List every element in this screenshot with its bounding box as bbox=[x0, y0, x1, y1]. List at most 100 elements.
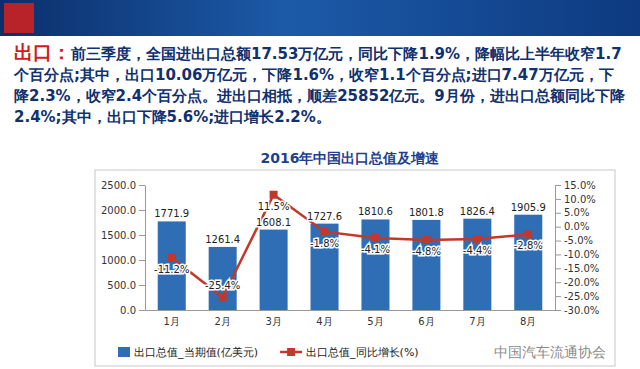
tick-mark bbox=[139, 310, 145, 311]
tick-label: -10.0% bbox=[564, 249, 599, 260]
marker bbox=[321, 228, 329, 236]
axis-line bbox=[146, 310, 556, 311]
legend: 出口总值_当期值(亿美元) 出口总值_同比增长(%) bbox=[118, 346, 419, 359]
marker bbox=[371, 234, 379, 242]
tick: 1500.0 bbox=[101, 230, 145, 241]
data-label: -25.4% bbox=[205, 280, 240, 291]
axis-line bbox=[145, 186, 146, 311]
tick-label: 1月 bbox=[164, 316, 180, 327]
marker bbox=[473, 235, 481, 243]
data-label: 1826.4 bbox=[460, 206, 495, 217]
marker bbox=[524, 230, 532, 238]
legend-label: 出口总值_同比增长(%) bbox=[306, 346, 419, 359]
bar bbox=[361, 219, 389, 310]
marker bbox=[168, 254, 176, 262]
data-label: -4.8% bbox=[412, 246, 441, 257]
tick-label: 5月 bbox=[367, 316, 383, 327]
marker bbox=[219, 293, 227, 301]
tick: 3月 bbox=[265, 316, 281, 327]
x-axis: 1月 2月 3月 4月 5月 6月 7月 8月 bbox=[146, 311, 556, 328]
data-label: 11.5% bbox=[258, 201, 290, 212]
data-label: -4.1% bbox=[361, 244, 390, 255]
line bbox=[172, 195, 529, 297]
tick-label: 1500.0 bbox=[101, 230, 136, 241]
tick-mark bbox=[555, 310, 561, 311]
tick-label: 8月 bbox=[520, 316, 536, 327]
tick-label: 7月 bbox=[469, 316, 485, 327]
tick: 4月 bbox=[316, 316, 332, 327]
tick-mark bbox=[555, 241, 561, 242]
tick-label: 4月 bbox=[316, 316, 332, 327]
tick-mark bbox=[555, 296, 561, 297]
tick-label: 2月 bbox=[214, 316, 230, 327]
tick-label: 3月 bbox=[265, 316, 281, 327]
paragraph: 出口：前三季度，全国进出口总额17.53万亿元，同比下降1.9%，降幅比上半年收… bbox=[14, 42, 626, 128]
banner bbox=[0, 0, 640, 36]
tick: 2月 bbox=[214, 316, 230, 327]
legend-item: 出口总值_当期值(亿美元) bbox=[118, 346, 258, 359]
data-label: -1.8% bbox=[310, 238, 339, 249]
tick-label: 0.0 bbox=[120, 305, 136, 316]
tick: 0.0% bbox=[555, 221, 589, 232]
tick: 1000.0 bbox=[101, 255, 145, 266]
tick-mark bbox=[139, 210, 145, 211]
bar bbox=[463, 219, 491, 310]
legend-swatch bbox=[287, 348, 295, 356]
tick-mark bbox=[555, 254, 561, 255]
data-label: 1810.6 bbox=[358, 206, 393, 217]
data-label: 1771.9 bbox=[154, 208, 189, 219]
bar bbox=[311, 224, 339, 310]
tick-label: -15.0% bbox=[564, 263, 599, 274]
chart-title: 2016年中国出口总值及增速 bbox=[261, 150, 441, 166]
tick-mark bbox=[555, 213, 561, 214]
tick: 5月 bbox=[367, 316, 383, 327]
tick-label: 6月 bbox=[418, 316, 434, 327]
tick: 15.0% bbox=[555, 180, 596, 191]
watermark: 中国汽车流通协会 bbox=[494, 344, 606, 360]
data-label: 1905.9 bbox=[511, 202, 546, 213]
tick: -25.0% bbox=[555, 291, 599, 302]
tick-mark bbox=[555, 227, 561, 228]
tick: 6月 bbox=[418, 316, 434, 327]
data-label: -4.4% bbox=[463, 245, 492, 256]
tick: 8月 bbox=[520, 316, 536, 327]
tick: 2000.0 bbox=[101, 205, 145, 216]
body-text: 前三季度，全国进出口总额17.53万亿元，同比下降1.9%，降幅比上半年收窄1.… bbox=[14, 45, 625, 126]
tick-mark bbox=[139, 285, 145, 286]
tick-mark bbox=[555, 268, 561, 269]
bar bbox=[260, 230, 288, 310]
tick-mark bbox=[139, 185, 145, 186]
tick-label: 2000.0 bbox=[101, 205, 136, 216]
tick: 5.0% bbox=[555, 207, 589, 218]
tick-label: 5.0% bbox=[564, 207, 589, 218]
data-label: -2.8% bbox=[514, 240, 543, 251]
tick-label: -30.0% bbox=[564, 305, 599, 316]
tick: 2500.0 bbox=[101, 180, 145, 191]
logo bbox=[4, 3, 34, 33]
tick-label: 2500.0 bbox=[101, 180, 136, 191]
legend-label: 出口总值_当期值(亿美元) bbox=[134, 346, 258, 359]
tick-label: 15.0% bbox=[564, 180, 596, 191]
tick-label: 10.0% bbox=[564, 194, 596, 205]
data-label: 1801.8 bbox=[409, 207, 444, 218]
tick-mark bbox=[555, 185, 561, 186]
tick-label: -5.0% bbox=[564, 235, 593, 246]
data-labels: 1771.91261.41608.11727.61810.61801.81826… bbox=[154, 201, 546, 292]
tick: -15.0% bbox=[555, 263, 599, 274]
legend-swatch bbox=[118, 347, 130, 357]
tick: -20.0% bbox=[555, 277, 599, 288]
marker bbox=[422, 236, 430, 244]
legend-item: 出口总值_同比增长(%) bbox=[280, 346, 419, 359]
heading: 出口： bbox=[14, 41, 71, 63]
tick: 500.0 bbox=[107, 280, 145, 291]
tick: -10.0% bbox=[555, 249, 599, 260]
tick: -5.0% bbox=[555, 235, 593, 246]
tick-label: 0.0% bbox=[564, 221, 589, 232]
tick-mark bbox=[555, 199, 561, 200]
tick-mark bbox=[139, 260, 145, 261]
y2-axis: -30.0% -25.0% -20.0% -15.0% -10.0% -5.0% 0.0% 5… bbox=[555, 180, 599, 316]
bar bbox=[514, 215, 542, 310]
tick: 0.0 bbox=[120, 305, 145, 316]
tick-mark bbox=[555, 282, 561, 283]
plot-area bbox=[158, 191, 543, 310]
